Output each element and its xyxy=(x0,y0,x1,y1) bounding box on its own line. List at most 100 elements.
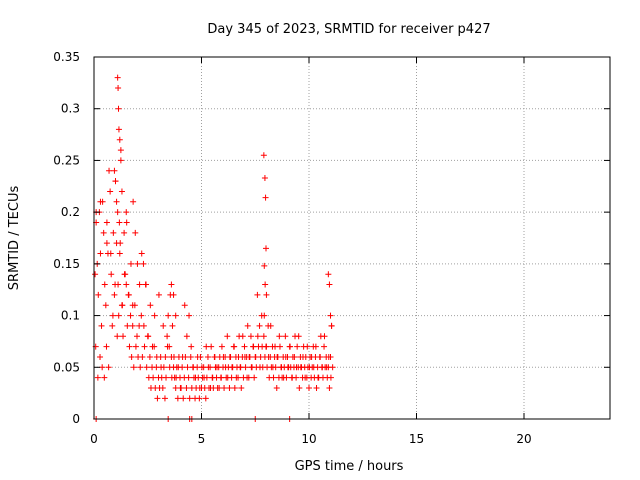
data-point xyxy=(109,312,116,319)
data-point xyxy=(262,281,269,288)
data-point xyxy=(164,343,171,350)
data-point xyxy=(295,333,302,340)
data-point xyxy=(306,384,312,391)
x-tick-label: 15 xyxy=(409,432,424,446)
y-tick-label: 0.3 xyxy=(61,102,80,116)
y-tick-label: 0.1 xyxy=(61,309,80,323)
data-point xyxy=(146,353,153,360)
data-point xyxy=(252,353,259,360)
data-point xyxy=(114,209,121,216)
data-point xyxy=(118,188,125,195)
data-point xyxy=(106,167,113,174)
data-point xyxy=(198,364,205,371)
data-point xyxy=(103,240,110,247)
data-point xyxy=(115,105,122,112)
y-tick-label: 0.2 xyxy=(61,205,80,219)
data-point xyxy=(138,250,145,257)
data-point xyxy=(114,74,121,81)
data-point xyxy=(261,175,268,182)
data-point xyxy=(321,333,328,340)
data-point xyxy=(136,281,143,288)
data-point xyxy=(231,343,238,350)
data-point xyxy=(111,291,118,298)
data-point xyxy=(126,343,133,350)
data-point xyxy=(190,364,197,371)
data-point xyxy=(213,364,220,371)
data-point xyxy=(97,198,104,205)
y-tick-label: 0.35 xyxy=(53,50,80,64)
data-point xyxy=(116,219,123,226)
data-point xyxy=(101,281,108,288)
data-point xyxy=(110,229,117,236)
data-point xyxy=(287,343,294,350)
data-point xyxy=(123,219,130,226)
data-point xyxy=(209,374,216,381)
data-point xyxy=(229,364,236,371)
data-point xyxy=(203,343,210,350)
data-point xyxy=(282,333,289,340)
data-point xyxy=(174,395,181,402)
data-point xyxy=(151,312,158,319)
data-point xyxy=(169,322,176,329)
data-point xyxy=(263,291,270,298)
y-tick-labels: 0 0.05 0.1 0.15 0.2 0.25 0.3 0.35 xyxy=(53,50,80,426)
data-point xyxy=(134,333,140,340)
data-point xyxy=(103,219,110,226)
data-point xyxy=(254,333,261,340)
data-point xyxy=(173,374,180,381)
data-point xyxy=(161,395,168,402)
data-point xyxy=(254,291,261,298)
data-point xyxy=(101,374,108,381)
data-point xyxy=(105,364,112,371)
data-point xyxy=(143,364,150,371)
grid-lines xyxy=(94,57,610,419)
data-point xyxy=(145,333,152,340)
data-point xyxy=(95,291,102,298)
data-point xyxy=(205,364,212,371)
data-point xyxy=(112,281,119,288)
data-point xyxy=(269,364,276,371)
data-point xyxy=(317,353,324,360)
data-point xyxy=(329,364,336,371)
data-point xyxy=(284,364,291,371)
data-point xyxy=(247,333,254,340)
data-point xyxy=(168,281,175,288)
data-point xyxy=(231,384,238,391)
data-point xyxy=(262,194,269,201)
data-point xyxy=(129,302,136,309)
data-point xyxy=(274,353,281,360)
data-point xyxy=(114,333,121,340)
data-point xyxy=(186,395,193,402)
data-point xyxy=(116,250,123,257)
data-point xyxy=(216,384,223,391)
data-point xyxy=(153,353,160,360)
data-point xyxy=(143,281,150,288)
x-tick-label: 0 xyxy=(90,432,98,446)
data-point xyxy=(100,229,107,236)
x-tick-label: 5 xyxy=(198,432,206,446)
x-tick-label: 10 xyxy=(301,432,316,446)
data-point xyxy=(263,343,270,350)
data-point xyxy=(263,245,269,252)
data-point xyxy=(304,343,311,350)
data-point xyxy=(154,395,161,402)
data-point xyxy=(138,312,145,319)
data-point xyxy=(328,322,335,329)
data-point xyxy=(294,343,301,350)
x-tick-label: 20 xyxy=(516,432,531,446)
data-point xyxy=(192,374,199,381)
data-point xyxy=(194,353,201,360)
data-point xyxy=(265,353,272,360)
data-point xyxy=(149,343,156,350)
data-point xyxy=(97,250,104,257)
data-point xyxy=(297,364,304,371)
data-point xyxy=(238,384,245,391)
data-point xyxy=(270,374,277,381)
data-point xyxy=(308,353,315,360)
data-point xyxy=(121,271,128,278)
data-point xyxy=(280,374,287,381)
data-point xyxy=(282,353,289,360)
data-point xyxy=(323,364,330,371)
data-point xyxy=(181,302,188,309)
data-point xyxy=(130,198,137,205)
